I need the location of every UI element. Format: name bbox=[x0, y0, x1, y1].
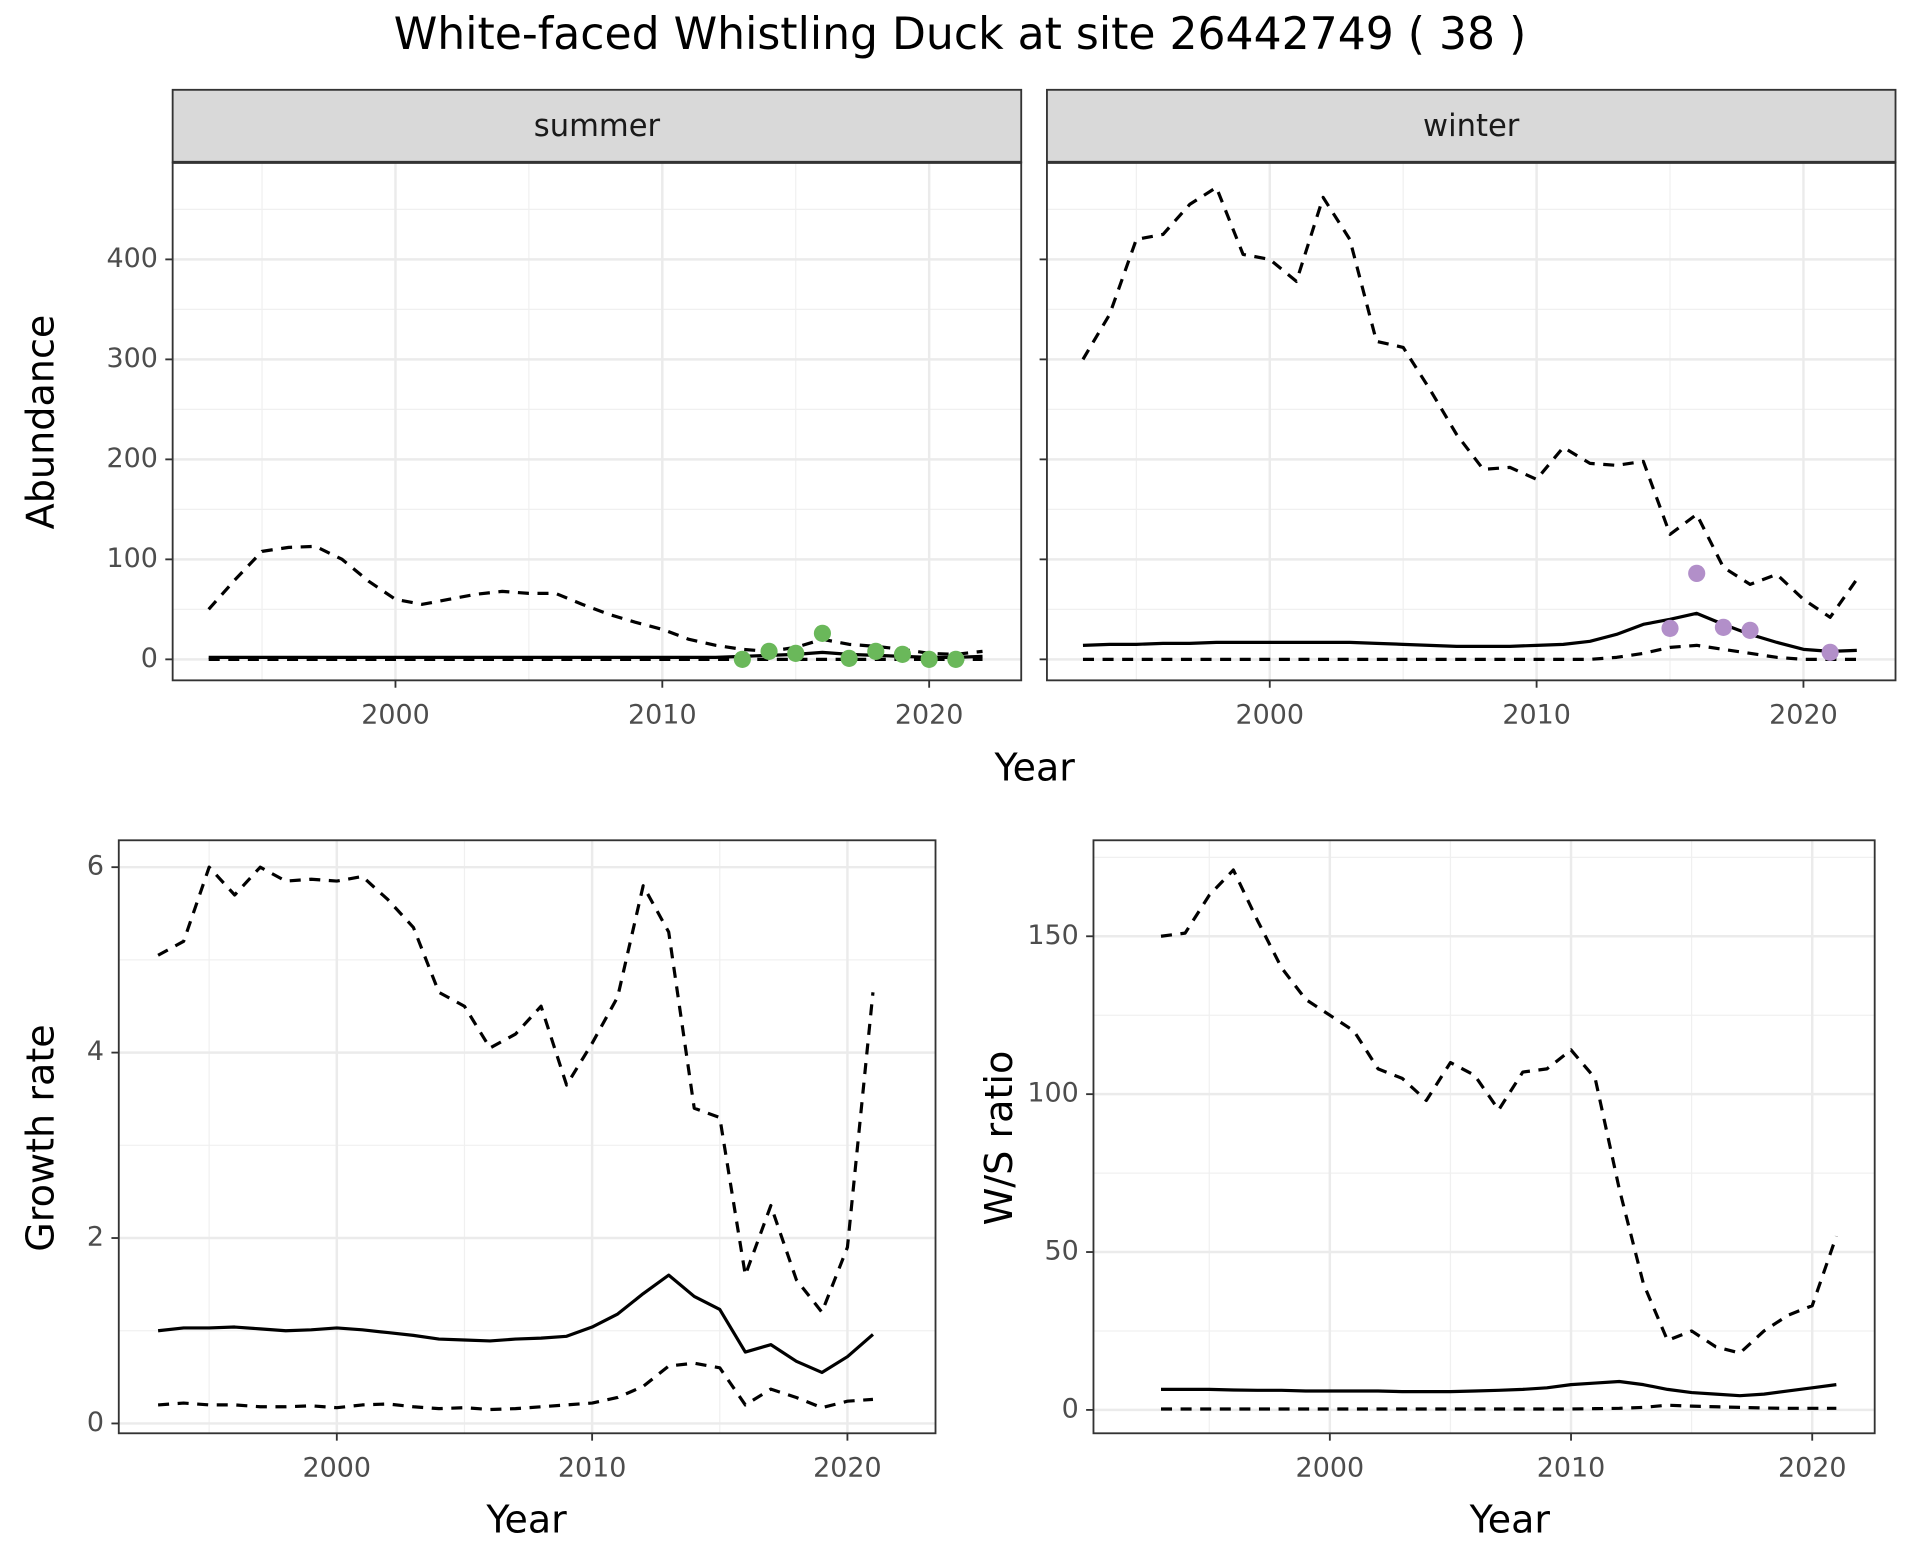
x-axis-title: Year bbox=[994, 746, 1076, 790]
strip-label: winter bbox=[1423, 109, 1520, 144]
interval-line bbox=[207, 544, 983, 656]
panel-border bbox=[1092, 839, 1876, 1435]
plot-background bbox=[1093, 840, 1875, 1434]
plot-background bbox=[118, 840, 936, 1434]
point bbox=[947, 650, 965, 668]
x-tick-label: 2020 bbox=[1769, 699, 1838, 730]
point bbox=[867, 642, 885, 660]
y-tick-label: 200 bbox=[107, 443, 158, 474]
strip bbox=[1046, 88, 1897, 164]
strip bbox=[171, 88, 1023, 164]
point bbox=[813, 624, 831, 642]
panel-border bbox=[117, 839, 937, 1435]
y-tick-label: 300 bbox=[107, 343, 158, 374]
point bbox=[787, 644, 805, 662]
interval-line bbox=[1081, 185, 1859, 619]
median-line bbox=[1161, 1379, 1837, 1398]
y-tick-label: 100 bbox=[1027, 1078, 1078, 1109]
point bbox=[1714, 618, 1732, 636]
x-tick-label: 2010 bbox=[1537, 1452, 1606, 1483]
median-line bbox=[157, 1273, 875, 1375]
point bbox=[760, 642, 778, 660]
y-tick-label: 0 bbox=[87, 1407, 104, 1438]
point bbox=[1661, 619, 1679, 637]
x-tick-label: 2000 bbox=[1235, 699, 1304, 730]
point bbox=[1821, 643, 1839, 661]
point bbox=[1688, 564, 1706, 582]
x-axis-title: Year bbox=[1469, 1497, 1551, 1541]
x-tick-label: 2010 bbox=[558, 1452, 627, 1483]
x-tick-label: 2010 bbox=[628, 699, 697, 730]
x-tick-label: 2010 bbox=[1502, 699, 1571, 730]
y-axis-title: Abundance bbox=[18, 315, 62, 530]
y-tick-label: 6 bbox=[87, 851, 104, 882]
interval-line bbox=[157, 865, 875, 1314]
x-axis-title: Year bbox=[485, 1497, 567, 1541]
point bbox=[920, 650, 938, 668]
y-tick-label: 0 bbox=[1062, 1393, 1079, 1424]
y-axis-title: W/S ratio bbox=[977, 1051, 1021, 1226]
x-tick-label: 2020 bbox=[1778, 1452, 1847, 1483]
y-axis-title: Growth rate bbox=[18, 1024, 62, 1252]
y-tick-label: 4 bbox=[87, 1036, 104, 1067]
y-tick-label: 0 bbox=[141, 643, 158, 674]
point bbox=[840, 649, 858, 667]
y-tick-label: 150 bbox=[1027, 920, 1078, 951]
strip-label: summer bbox=[534, 109, 661, 144]
point bbox=[733, 650, 751, 668]
x-tick-label: 2020 bbox=[813, 1452, 882, 1483]
y-tick-label: 50 bbox=[1044, 1235, 1078, 1266]
point bbox=[893, 645, 912, 663]
interval-line bbox=[157, 1361, 874, 1412]
y-tick-label: 2 bbox=[87, 1221, 104, 1252]
point bbox=[1741, 621, 1759, 639]
x-tick-label: 2000 bbox=[361, 699, 430, 730]
figure-title: White-faced Whistling Duck at site 26442… bbox=[394, 9, 1527, 60]
y-tick-label: 400 bbox=[107, 243, 158, 274]
x-tick-label: 2020 bbox=[895, 699, 964, 730]
x-tick-label: 2000 bbox=[1296, 1452, 1365, 1483]
plot-background bbox=[1046, 162, 1896, 681]
interval-line bbox=[1161, 1403, 1837, 1411]
x-tick-label: 2000 bbox=[303, 1452, 372, 1483]
plot-background bbox=[172, 162, 1022, 681]
y-tick-label: 100 bbox=[107, 543, 158, 574]
